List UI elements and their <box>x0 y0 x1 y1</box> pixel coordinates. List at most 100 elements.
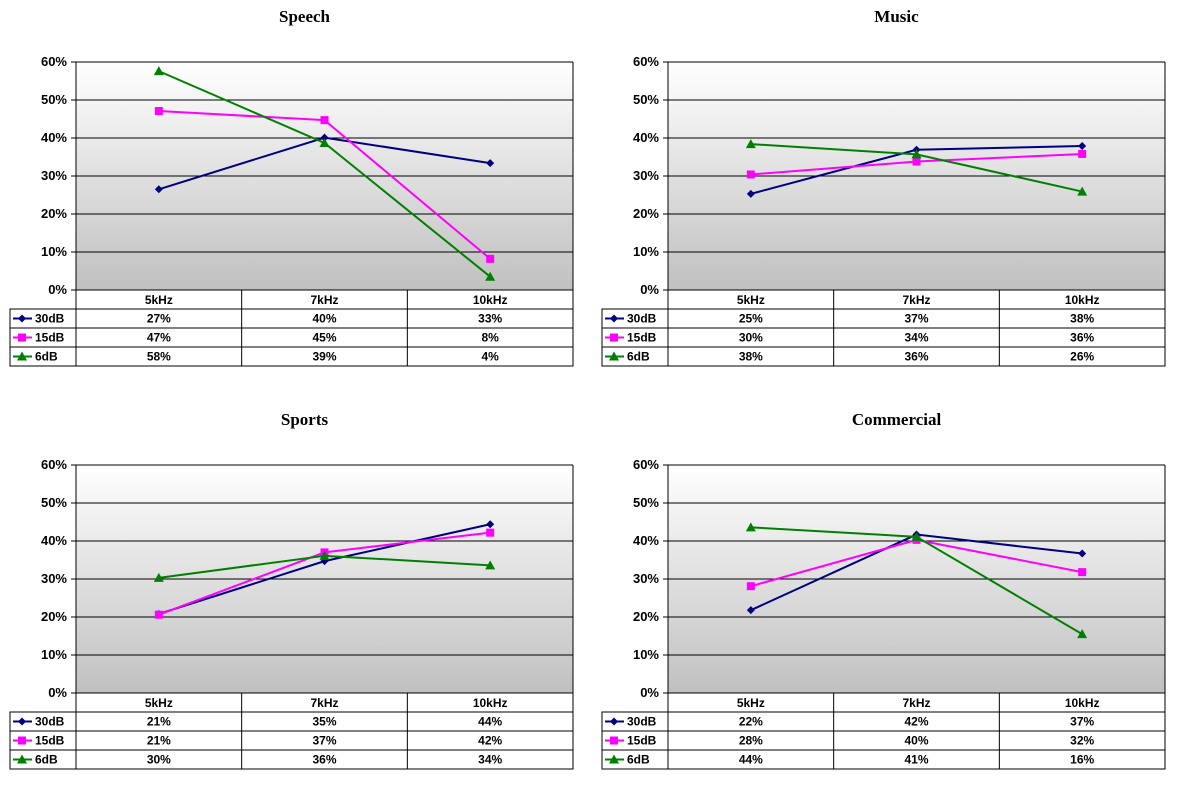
legend-key-marker <box>609 754 619 764</box>
series-30dB <box>154 133 495 194</box>
data-point <box>746 606 755 615</box>
data-label: 21% <box>147 715 171 729</box>
data-label: 36% <box>312 753 336 767</box>
chart-music: Music 0% 10% 20% 30% 40% 50% 60% 5kHz 7kHz 10kHz 30… <box>592 0 1184 403</box>
data-label: 36% <box>1070 331 1094 345</box>
y-tick-label: 50% <box>41 495 67 510</box>
category-label: 7kHz <box>310 696 338 710</box>
category-label: 10kHz <box>473 696 508 710</box>
data-point <box>746 582 755 591</box>
data-point <box>485 271 496 281</box>
data-label: 42% <box>478 734 502 748</box>
data-label: 38% <box>739 350 763 364</box>
data-label: 44% <box>739 753 763 767</box>
y-tick-label: 20% <box>633 609 659 624</box>
legend-key-marker <box>17 351 27 361</box>
legend-entry: 30dB <box>627 312 657 326</box>
data-point <box>319 137 330 147</box>
data-point <box>911 531 922 541</box>
y-tick-label: 30% <box>41 168 67 183</box>
data-point <box>911 149 922 159</box>
data-label: 58% <box>147 350 171 364</box>
data-label: 45% <box>312 331 336 345</box>
data-point <box>153 66 164 76</box>
y-tick-label: 60% <box>633 457 659 472</box>
legend-key-marker <box>610 333 618 342</box>
data-label: 39% <box>312 350 336 364</box>
y-tick-label: 60% <box>633 54 659 69</box>
y-tick-label: 0% <box>640 685 659 700</box>
y-tick-label: 40% <box>41 533 67 548</box>
chart-title: Sports <box>281 410 329 429</box>
data-label: 37% <box>1070 715 1094 729</box>
y-tick-label: 40% <box>633 130 659 145</box>
data-point <box>1078 149 1087 158</box>
data-label: 34% <box>904 331 928 345</box>
y-tick-label: 30% <box>633 571 659 586</box>
category-label: 7kHz <box>902 696 930 710</box>
category-label: 7kHz <box>902 293 930 307</box>
data-label: 16% <box>1070 753 1094 767</box>
y-tick-label: 30% <box>633 168 659 183</box>
data-label: 30% <box>147 753 171 767</box>
data-point <box>486 159 495 168</box>
y-tick-label: 0% <box>640 282 659 297</box>
series-6dB <box>153 550 496 582</box>
data-point <box>745 522 756 532</box>
y-tick-label: 60% <box>41 457 67 472</box>
legend-entry: 6dB <box>627 350 650 364</box>
y-tick-label: 30% <box>41 571 67 586</box>
legend-key-marker <box>610 314 618 323</box>
legend-key-marker <box>610 717 618 726</box>
category-label: 7kHz <box>310 293 338 307</box>
series-6dB <box>153 66 496 281</box>
y-tick-label: 10% <box>633 647 659 662</box>
data-label: 40% <box>312 312 336 326</box>
y-tick-label: 20% <box>41 206 67 221</box>
chart-sports-svg: Sports 0% 10% 20% 30% 40% 50% 60% 5kHz 7kHz 10kHz 3… <box>9 410 574 770</box>
y-tick-label: 20% <box>633 206 659 221</box>
data-label: 47% <box>147 331 171 345</box>
data-label: 8% <box>481 331 499 345</box>
data-point <box>1077 629 1088 639</box>
data-label: 41% <box>904 753 928 767</box>
y-tick-label: 60% <box>41 54 67 69</box>
data-label: 36% <box>904 350 928 364</box>
data-label: 42% <box>904 715 928 729</box>
data-point <box>1078 141 1087 150</box>
data-point <box>912 157 921 166</box>
data-label: 37% <box>904 312 928 326</box>
data-label: 32% <box>1070 734 1094 748</box>
y-tick-label: 50% <box>633 92 659 107</box>
data-point <box>320 133 329 142</box>
data-point <box>154 107 163 116</box>
data-point <box>153 572 164 582</box>
legend-entry: 30dB <box>35 312 65 326</box>
legend-key-marker <box>18 736 26 745</box>
data-label: 22% <box>739 715 763 729</box>
data-label: 38% <box>1070 312 1094 326</box>
data-point <box>746 189 755 198</box>
chart-commercial-svg: Commercial 0% 10% 20% 30% 40% 50% 60% 5kHz 7kHz 10… <box>601 410 1166 770</box>
data-label: 26% <box>1070 350 1094 364</box>
data-label: 21% <box>147 734 171 748</box>
legend-entry: 15dB <box>35 331 65 345</box>
data-label: 40% <box>904 734 928 748</box>
data-label: 27% <box>147 312 171 326</box>
data-label: 44% <box>478 715 502 729</box>
data-point <box>154 610 163 619</box>
category-label: 5kHz <box>737 293 765 307</box>
category-label: 5kHz <box>145 293 173 307</box>
data-point <box>486 520 495 529</box>
data-point <box>1078 568 1087 577</box>
y-tick-label: 10% <box>41 647 67 662</box>
y-tick-label: 10% <box>633 244 659 259</box>
category-label: 10kHz <box>473 293 508 307</box>
legend-key-marker <box>18 333 26 342</box>
y-tick-label: 50% <box>633 495 659 510</box>
series-6dB <box>745 139 1088 196</box>
data-point <box>486 528 495 537</box>
legend-entry: 30dB <box>35 715 65 729</box>
legend-key-marker <box>610 736 618 745</box>
data-label: 30% <box>739 331 763 345</box>
